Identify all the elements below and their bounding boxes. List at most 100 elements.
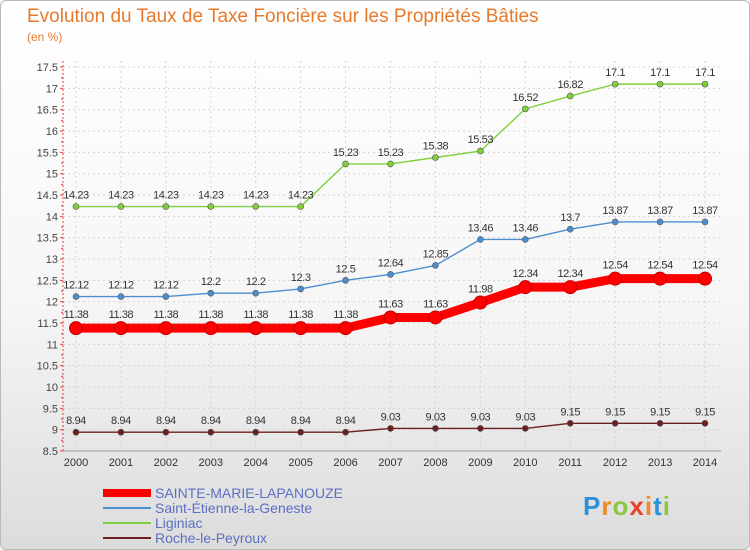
data-point xyxy=(383,310,398,325)
data-point xyxy=(701,218,709,226)
data-label: 12.3 xyxy=(291,272,311,284)
y-tick-label: 15 xyxy=(46,169,58,181)
y-tick-label: 12.5 xyxy=(37,275,58,287)
data-point xyxy=(611,80,619,88)
data-point xyxy=(428,310,443,325)
data-point xyxy=(521,236,529,243)
legend-label: Liginiac xyxy=(155,515,203,531)
legend-swatch xyxy=(103,489,151,497)
data-label: 9.03 xyxy=(470,411,490,423)
data-label: 9.15 xyxy=(605,406,625,418)
data-point xyxy=(297,428,304,436)
data-point xyxy=(477,147,484,155)
data-label: 11.63 xyxy=(378,298,403,310)
data-label: 15.23 xyxy=(333,147,359,159)
data-point xyxy=(69,321,83,336)
data-point xyxy=(608,271,623,286)
data-label: 12.54 xyxy=(647,260,673,272)
y-tick-label: 16 xyxy=(46,126,58,138)
x-tick-label: 2012 xyxy=(603,457,627,469)
x-tick-label: 2013 xyxy=(648,457,672,469)
data-label: 12.85 xyxy=(423,248,449,260)
y-tick-label: 14.5 xyxy=(37,190,58,202)
data-label: 17.1 xyxy=(695,67,715,79)
data-label: 8.94 xyxy=(156,415,176,427)
y-tick-label: 12 xyxy=(46,297,58,309)
data-point xyxy=(656,419,664,427)
x-tick-label: 2003 xyxy=(199,457,223,469)
data-label: 9.03 xyxy=(381,411,401,423)
data-label: 14.23 xyxy=(288,190,314,202)
data-label: 13.7 xyxy=(560,212,580,224)
data-point xyxy=(477,425,484,432)
data-point xyxy=(563,280,578,295)
logo-letter: i xyxy=(644,491,654,521)
legend-label: Roche-le-Peyroux xyxy=(155,530,268,546)
data-label: 15.23 xyxy=(378,147,404,159)
y-tick-label: 15.5 xyxy=(37,147,58,159)
y-tick-label: 9 xyxy=(52,425,58,437)
data-label: 12.34 xyxy=(513,268,539,280)
x-tick-label: 2007 xyxy=(378,457,402,469)
data-point xyxy=(477,236,484,243)
data-point xyxy=(701,419,709,427)
y-tick-label: 10 xyxy=(46,382,58,394)
data-label: 9.03 xyxy=(426,411,446,423)
data-point xyxy=(207,289,215,297)
data-label: 16.82 xyxy=(557,79,583,91)
data-label: 8.94 xyxy=(201,415,221,427)
data-label: 13.87 xyxy=(692,205,718,217)
data-point xyxy=(521,425,529,432)
data-label: 12.5 xyxy=(336,263,356,275)
data-point xyxy=(72,428,80,436)
x-tick-label: 2002 xyxy=(154,457,178,469)
data-label: 13.46 xyxy=(513,222,539,234)
legend-swatch xyxy=(103,537,151,539)
data-point xyxy=(432,262,439,269)
proxiti-logo: Proxiti xyxy=(583,491,671,522)
chart-subtitle: (en %) xyxy=(27,30,63,44)
data-label: 8.94 xyxy=(291,415,311,427)
data-point xyxy=(342,277,349,284)
x-tick-label: 2010 xyxy=(513,457,537,469)
logo-letter: i xyxy=(662,491,671,521)
data-point xyxy=(248,321,263,336)
data-point xyxy=(387,271,394,278)
data-label: 9.15 xyxy=(650,406,670,418)
data-point xyxy=(521,105,529,113)
data-point xyxy=(252,428,260,436)
data-label: 12.54 xyxy=(692,260,718,272)
data-label: 12.64 xyxy=(378,257,404,269)
logo-letter: x xyxy=(629,491,645,521)
data-label: 12.12 xyxy=(108,280,134,292)
logo-letter: o xyxy=(612,491,630,521)
data-label: 17.1 xyxy=(650,67,670,79)
logo-letter: P xyxy=(583,491,602,521)
data-point xyxy=(566,419,574,427)
data-point xyxy=(611,218,619,226)
x-tick-label: 2000 xyxy=(64,457,88,469)
data-label: 11.38 xyxy=(64,309,89,321)
x-tick-label: 2006 xyxy=(333,457,357,469)
data-point xyxy=(203,321,218,336)
data-label: 11.63 xyxy=(423,298,448,310)
data-label: 12.34 xyxy=(557,268,583,280)
data-label: 11.38 xyxy=(198,309,223,321)
data-point xyxy=(566,92,574,100)
y-tick-label: 14 xyxy=(46,211,58,223)
data-label: 9.03 xyxy=(515,411,535,423)
data-point xyxy=(252,289,260,297)
data-point xyxy=(387,160,394,168)
data-label: 16.52 xyxy=(513,92,539,104)
data-point xyxy=(158,321,173,336)
legend-swatch xyxy=(103,507,151,509)
data-point xyxy=(117,293,125,300)
data-point xyxy=(653,271,668,286)
data-point xyxy=(117,428,125,436)
data-label: 13.87 xyxy=(602,205,628,217)
data-label: 14.23 xyxy=(198,190,224,202)
legend-swatch xyxy=(103,522,151,524)
y-tick-label: 17.5 xyxy=(37,62,58,74)
